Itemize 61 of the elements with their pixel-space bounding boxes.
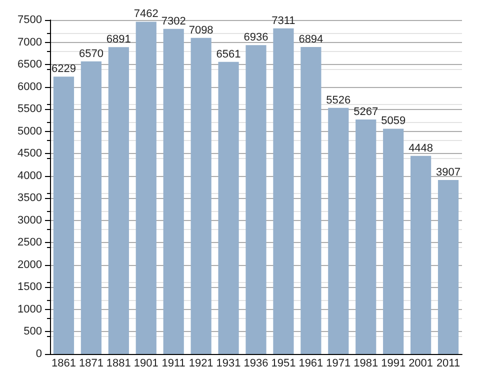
x-tick-label: 1981 [354, 358, 378, 370]
y-tick-label: 0 [36, 348, 42, 360]
x-tick-label: 1931 [216, 358, 241, 370]
y-tick-label: 5000 [18, 125, 42, 138]
x-tick-label: 2001 [408, 358, 434, 370]
data-label: 7311 [272, 14, 296, 27]
x-tick-label: 1871 [78, 358, 104, 370]
data-label: 4448 [408, 142, 434, 154]
bar [218, 62, 239, 354]
bar [438, 180, 459, 354]
data-label: 5526 [326, 94, 351, 106]
data-label: 6936 [244, 32, 268, 44]
y-tick-label: 4000 [18, 170, 42, 182]
y-tick-label: 7000 [18, 36, 42, 48]
y-tick-label: 500 [24, 326, 42, 338]
data-label: 6561 [216, 48, 241, 60]
x-tick-label: 1961 [298, 358, 324, 370]
y-tick-label: 5500 [18, 103, 42, 116]
bar [328, 108, 349, 354]
y-tick-label: 3000 [18, 214, 42, 226]
x-tick-label: 1936 [244, 358, 268, 370]
bar [410, 156, 432, 354]
data-label: 6894 [298, 33, 324, 46]
bar [108, 47, 129, 354]
bar [190, 38, 212, 354]
y-tick-label: 1500 [18, 281, 42, 294]
y-tick-label: 6500 [18, 58, 42, 71]
y-tick-label: 1000 [18, 303, 42, 316]
x-tick-label: 1901 [134, 358, 158, 370]
bar [53, 76, 74, 354]
bar [300, 46, 322, 354]
data-label: 6229 [51, 63, 76, 76]
y-tick-label: 2500 [18, 236, 42, 249]
data-label: 7302 [161, 15, 186, 28]
data-label: 7462 [134, 8, 158, 20]
bar [136, 22, 156, 354]
bar [80, 61, 102, 354]
data-label: 3907 [436, 166, 461, 179]
data-label: 5267 [354, 106, 378, 118]
x-tick-label: 1971 [326, 358, 351, 370]
data-label: 6891 [106, 34, 131, 46]
x-tick-label: 1911 [162, 358, 186, 370]
y-tick-label: 4500 [18, 148, 42, 160]
y-tick-label: 2000 [18, 258, 42, 271]
bar [246, 45, 266, 354]
bar [383, 128, 404, 354]
y-tick-label: 7500 [18, 14, 42, 26]
x-tick-label: 1921 [188, 358, 214, 370]
data-label: 7098 [188, 24, 214, 36]
x-tick-label: 1991 [381, 358, 406, 370]
bar [273, 28, 294, 354]
y-tick-label: 3500 [18, 192, 42, 204]
bar [163, 28, 184, 354]
data-label: 6570 [78, 48, 104, 60]
data-label: 5059 [381, 115, 406, 128]
x-tick-label: 1951 [271, 358, 296, 370]
y-tick-label: 6000 [18, 80, 42, 93]
bar [356, 119, 376, 354]
x-tick-label: 1881 [106, 358, 131, 370]
x-tick-label: 1861 [51, 358, 76, 370]
x-tick-label: 2011 [436, 358, 460, 370]
